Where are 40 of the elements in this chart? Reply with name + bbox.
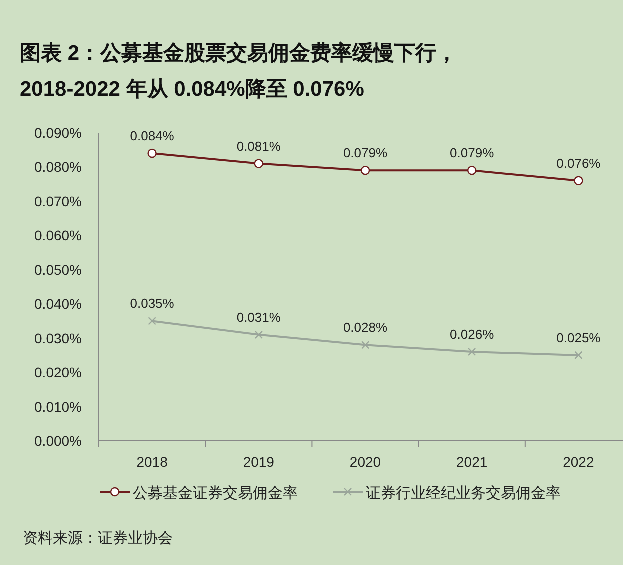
point <box>574 351 583 360</box>
data-label: 0.035% <box>130 296 175 312</box>
y-tick-label: 0.010% <box>34 398 82 415</box>
data-label: 0.028% <box>343 320 388 336</box>
point <box>574 176 584 186</box>
point <box>148 317 156 326</box>
data-label: 0.026% <box>450 327 495 342</box>
y-tick-label: 0.060% <box>34 228 82 244</box>
y-tick-label: 0.070% <box>34 193 82 210</box>
point <box>468 348 476 356</box>
y-tick-label: 0.020% <box>34 364 82 381</box>
point <box>254 159 264 168</box>
point <box>468 166 477 176</box>
y-tick-label: 0.040% <box>34 296 82 312</box>
legend-label: 公募基金证券交易佣金率 <box>133 485 298 502</box>
chart-subtitle: 2018-2022 年从 0.084%降至 0.076% <box>20 78 365 101</box>
x-tick-label: 2019 <box>243 454 275 470</box>
data-label: 0.079% <box>343 146 388 161</box>
data-label: 0.025% <box>556 330 602 346</box>
x-tick-label: 2018 <box>136 454 168 470</box>
chart-title: 图表 2：公募基金股票交易佣金费率缓慢下行， <box>20 41 458 65</box>
y-tick-label: 0.000% <box>34 433 82 449</box>
data-label: 0.081% <box>236 138 282 154</box>
x-tick-label: 2021 <box>456 454 488 470</box>
point <box>361 341 370 350</box>
data-label: 0.079% <box>450 146 495 161</box>
y-tick-label: 0.030% <box>34 330 82 346</box>
point <box>360 166 370 176</box>
legend-label: 证券行业经纪业务交易佣金率 <box>366 485 561 502</box>
point <box>254 330 263 340</box>
text: 资料来源：证券业协会 <box>23 530 173 547</box>
x-tick-label: 2020 <box>350 454 382 470</box>
data-label: 0.076% <box>556 156 602 171</box>
y-tick-label: 0.080% <box>34 159 82 176</box>
y-tick-label: 0.050% <box>34 262 82 278</box>
point <box>148 148 157 158</box>
y-tick-label: 0.090% <box>34 125 82 141</box>
data-label: 0.031% <box>236 310 282 325</box>
data-label: 0.084% <box>130 128 175 144</box>
x-tick-label: 2022 <box>563 454 594 470</box>
